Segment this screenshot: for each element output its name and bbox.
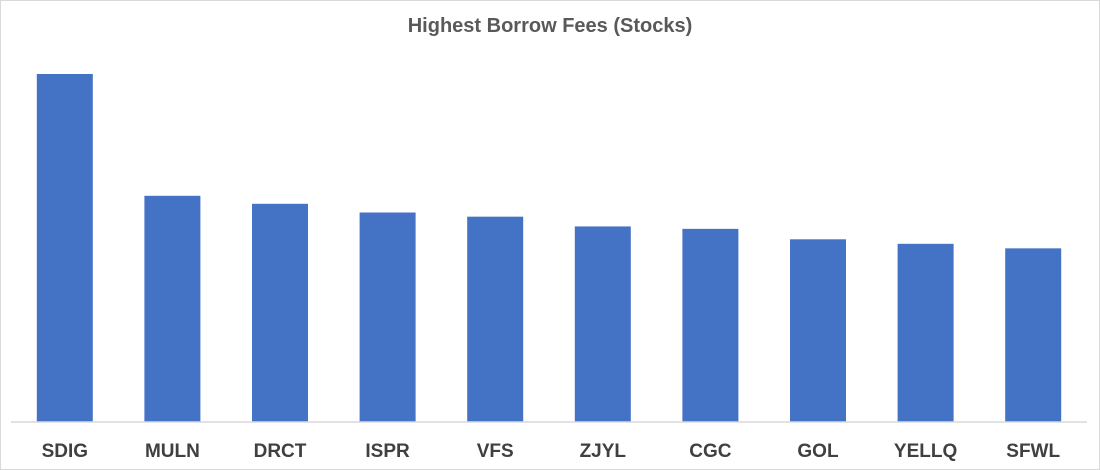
- category-label-zjyl: ZJYL: [580, 441, 627, 462]
- bar-muln: [144, 195, 201, 422]
- category-label-ispr: ISPR: [365, 441, 410, 462]
- bars-group: [36, 74, 1062, 422]
- category-label-sdig: SDIG: [42, 441, 88, 462]
- bar-cgc: [682, 228, 739, 422]
- bar-gol: [790, 239, 846, 422]
- bar-yellq: [897, 243, 954, 422]
- category-label-muln: MULN: [145, 441, 200, 462]
- category-labels: SDIG MULN DRCT ISPR VFS ZJYL CGC GOL YELLQ SFWL: [42, 441, 1061, 462]
- category-label-sfwl: SFWL: [1006, 441, 1060, 462]
- bar-sfwl: [1005, 248, 1062, 422]
- category-label-cgc: CGC: [689, 441, 732, 462]
- category-label-gol: GOL: [797, 441, 839, 462]
- bar-sdig: [36, 74, 93, 422]
- bar-vfs: [467, 216, 524, 422]
- bar-zjyl: [574, 226, 631, 422]
- chart-title: Highest Borrow Fees (Stocks): [407, 15, 693, 37]
- category-label-drct: DRCT: [254, 441, 307, 462]
- bar-ispr: [359, 212, 416, 422]
- bar-drct: [252, 203, 308, 422]
- category-label-yellq: YELLQ: [894, 441, 957, 462]
- category-label-vfs: VFS: [477, 441, 514, 462]
